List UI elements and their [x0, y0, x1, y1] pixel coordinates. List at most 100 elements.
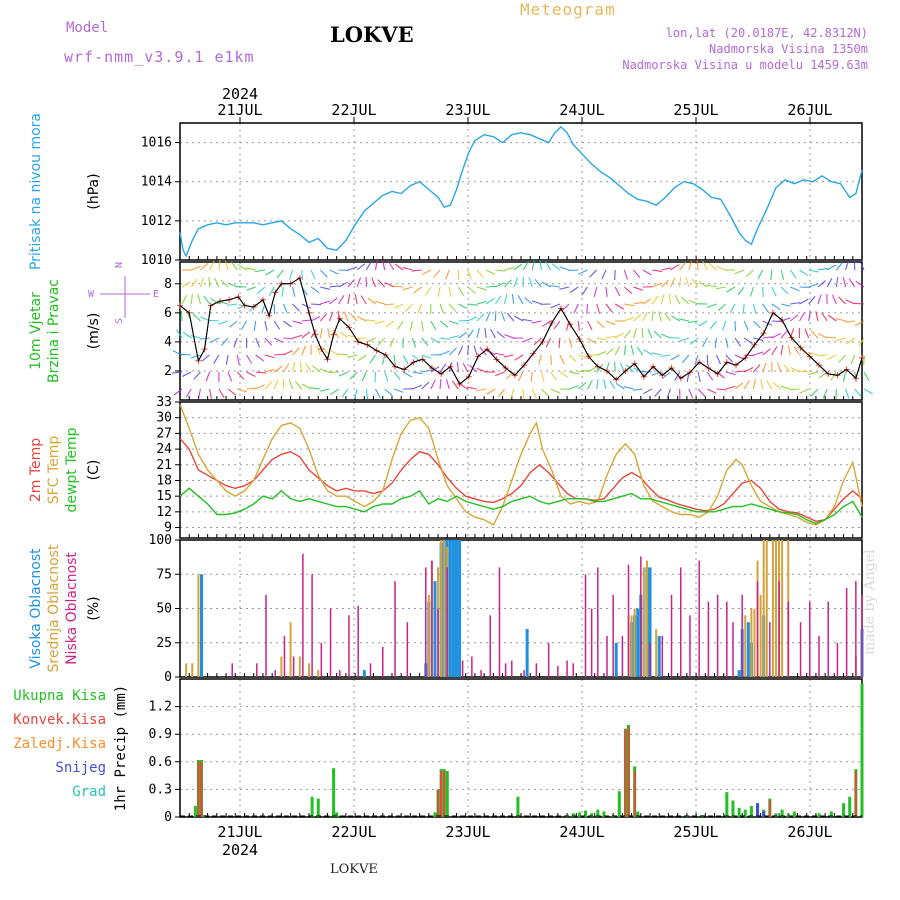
wind-arrow [815, 311, 819, 322]
wind-arrow [808, 269, 819, 273]
legend-grad: Grad [72, 784, 106, 800]
wind-arrow [522, 261, 529, 271]
top-day-label: 21JUL [217, 101, 262, 119]
wind-arrow [817, 354, 828, 357]
wind-arrow [513, 277, 519, 288]
wind-arrow [568, 337, 573, 348]
bar-konvek-kisa [437, 789, 440, 817]
bar-niska-oblacnost [535, 663, 538, 677]
y-tick-label: 4 [164, 335, 172, 350]
wind-arrow [288, 379, 294, 390]
top-day-label: 26JUL [787, 101, 832, 119]
y-tick-label: 25 [156, 636, 172, 651]
wind-arrow [208, 319, 219, 322]
wind-arrow [330, 388, 339, 396]
wind-arrow [694, 354, 699, 365]
y-tick-label: 12 [156, 505, 172, 520]
wind-arrow [237, 264, 247, 271]
wind-arrow [361, 371, 367, 382]
wind-arrow [697, 371, 701, 382]
y-tick-label: 21 [156, 458, 172, 473]
wind-arrow [200, 262, 209, 271]
wind-arrow [762, 320, 772, 326]
station-title: LOKVE [330, 22, 414, 47]
panel-frame [179, 261, 863, 401]
wind-arrow [845, 260, 850, 271]
wind-arrow [534, 278, 542, 288]
wind-arrow [540, 371, 545, 382]
bar-niska-oblacnost [809, 601, 811, 677]
wind-arrow [347, 279, 355, 288]
bar-niska-oblacnost [504, 663, 507, 677]
wind-arrow [339, 331, 349, 339]
bar-niska-oblacnost [265, 594, 267, 677]
bar-srednja-oblacnost [298, 656, 301, 677]
wind-arrow [338, 269, 349, 272]
wind-arrow [197, 388, 201, 399]
wind-arrow [789, 314, 799, 322]
model-label: Model [66, 20, 109, 36]
wind-arrow [329, 297, 338, 305]
bar-niska-oblacnost [523, 670, 525, 677]
wind-arrow [282, 303, 288, 314]
wind-arrow [356, 263, 366, 271]
wind-arrow [517, 294, 524, 305]
bar-niska-oblacnost [861, 594, 863, 677]
wind-arrow [448, 303, 457, 312]
wind-arrow [808, 283, 819, 288]
wind-arrow [725, 371, 736, 376]
bar-ukupna-kisa [860, 683, 864, 817]
wind-arrow [256, 286, 266, 294]
wind-arrow [601, 269, 607, 280]
wind-arrow [248, 303, 257, 313]
wind-arrow [522, 318, 533, 322]
panel-frame [179, 401, 863, 539]
wind-arrow [411, 269, 422, 272]
bar-srednja-oblacnost [308, 663, 311, 677]
wind-arrow [467, 316, 478, 322]
bar-ukupna-kisa [774, 813, 778, 817]
wind-arrow [175, 329, 183, 339]
y-tick-label: 1.2 [149, 700, 172, 715]
wind-arrow [254, 269, 266, 273]
wind-arrow [835, 261, 844, 271]
wind-arrow [220, 279, 229, 288]
wind-arrow [578, 354, 588, 360]
bar-ukupna-kisa [725, 792, 729, 817]
wind-arrow [661, 267, 672, 271]
bar-srednja-oblacnost [759, 594, 762, 677]
wind-arrow [329, 269, 339, 275]
y-axis-label: Niska Oblacnost [64, 552, 80, 665]
wind-arrow [818, 371, 828, 379]
wind-arrow [679, 261, 686, 271]
wind-arrow [533, 337, 542, 346]
wind-arrow [382, 260, 386, 271]
bar-niska-oblacnost [231, 663, 233, 677]
wind-arrow [338, 281, 348, 288]
compass-west-label: W [88, 289, 95, 300]
wind-arrow [670, 354, 680, 361]
wind-arrow [530, 371, 533, 383]
wind-arrow [384, 371, 389, 382]
bar-ukupna-kisa [571, 813, 575, 817]
wind-arrow [209, 260, 215, 271]
wind-arrow [522, 337, 533, 343]
wind-arrow [660, 279, 669, 288]
wind-arrow [439, 320, 449, 328]
bar-konvek-kisa [624, 729, 627, 817]
wind-arrow [425, 286, 432, 296]
wind-arrow [495, 282, 505, 288]
wind-arrow [771, 346, 778, 356]
wind-arrow [319, 328, 323, 339]
bar-niska-oblacnost [292, 656, 295, 677]
wind-arrow [776, 362, 782, 373]
wind-arrow [568, 269, 579, 272]
wind-arrow [246, 286, 256, 291]
wind-arrow [558, 337, 561, 349]
wind-arrow [753, 337, 764, 341]
wind-arrow [524, 297, 533, 305]
wind-arrow [402, 286, 413, 291]
bar-snijeg [762, 811, 766, 817]
wind-arrow [310, 286, 320, 294]
bar-visoka-oblacnost [451, 540, 455, 677]
